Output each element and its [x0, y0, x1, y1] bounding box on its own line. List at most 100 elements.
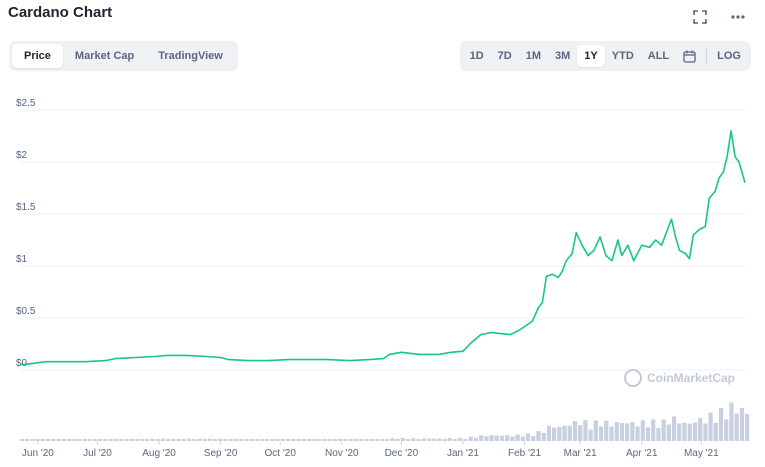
volume-bar [239, 439, 244, 441]
volume-bar [30, 439, 35, 441]
more-icon[interactable] [729, 8, 747, 26]
volume-bar [66, 439, 72, 441]
volume-bar [630, 422, 635, 441]
volume-bar [572, 421, 578, 441]
volume-bar [546, 425, 551, 441]
volume-bar [421, 438, 426, 441]
log-scale-button[interactable]: LOG [717, 50, 741, 62]
volume-bar [405, 439, 411, 441]
y-tick-label: $0 [16, 358, 28, 369]
volume-bar [463, 439, 468, 441]
volume-bar [640, 420, 645, 441]
price-line [19, 130, 746, 366]
volume-bar [578, 425, 583, 441]
volume-bar [327, 439, 332, 441]
volume-bar [369, 439, 374, 441]
volume-bar [270, 439, 275, 441]
volume-bar [666, 424, 671, 441]
calendar-icon[interactable] [676, 47, 703, 66]
x-tick-label: Sep '20 [204, 448, 238, 459]
page-title: Cardano Chart [8, 4, 113, 21]
x-tick-label: Feb '21 [508, 448, 541, 459]
tab-price[interactable]: Price [12, 44, 63, 68]
volume-bar [734, 413, 739, 441]
volume-bar [364, 439, 369, 441]
volume-bar [473, 437, 478, 441]
volume-bar [296, 439, 301, 441]
volume-bar [176, 438, 181, 441]
volume-bar [228, 439, 233, 441]
range-all-button[interactable]: ALL [647, 50, 670, 62]
volume-bar [113, 439, 119, 441]
volume-bar [160, 438, 166, 441]
volume-bar [202, 439, 207, 441]
volume-bar [145, 439, 150, 441]
volume-bar [306, 439, 312, 441]
volume-bar [489, 435, 494, 441]
volume-bar [72, 439, 77, 441]
volume-bar [379, 439, 385, 441]
volume-bar [619, 423, 625, 441]
volume-bar [171, 438, 176, 441]
volume-bar [119, 439, 124, 441]
volume-bar [166, 439, 171, 441]
range-ytd-button[interactable]: YTD [611, 50, 634, 62]
x-tick-label: Oct '20 [265, 448, 297, 459]
volume-bar [317, 439, 322, 441]
volume-bar [20, 439, 25, 441]
y-tick-label: $1 [16, 254, 28, 265]
fullscreen-icon[interactable] [691, 8, 709, 26]
tab-tradingview[interactable]: TradingView [158, 50, 223, 62]
volume-bar [671, 416, 677, 441]
y-tick-label: $2.5 [16, 98, 36, 109]
volume-bar [35, 439, 40, 441]
range-1d-button[interactable]: 1D [469, 50, 484, 62]
volume-bar [703, 423, 708, 441]
range-1m-button[interactable]: 1M [525, 50, 542, 62]
volume-bar [739, 407, 744, 441]
volume-bar [244, 439, 249, 441]
range-3m-button[interactable]: 3M [555, 50, 571, 62]
volume-bar [458, 437, 463, 441]
volume-bar [609, 426, 614, 441]
volume-bar [254, 439, 259, 441]
volume-bar [249, 439, 254, 441]
tab-market-cap[interactable]: Market Cap [74, 50, 135, 62]
volume-bar [552, 427, 557, 441]
volume-bar [484, 436, 489, 441]
volume-bar [520, 436, 525, 441]
range-1y-button[interactable]: 1Y [577, 45, 605, 67]
range-7d-button[interactable]: 7D [497, 50, 512, 62]
volume-bar [656, 428, 661, 441]
volume-bar [708, 412, 713, 441]
volume-bar [625, 423, 630, 441]
volume-bar [494, 435, 499, 441]
volume-bar [510, 436, 515, 441]
volume-bar [385, 439, 390, 441]
volume-bar [103, 439, 108, 441]
volume-bar [286, 439, 291, 441]
volume-bar [661, 419, 666, 441]
volume-bar [51, 439, 56, 441]
volume-bar [692, 422, 698, 441]
volume-bar [682, 422, 687, 441]
x-tick-label: May '21 [684, 448, 719, 459]
volume-bar [197, 438, 202, 441]
volume-bar [312, 439, 317, 441]
volume-bar [233, 439, 239, 441]
divider [706, 48, 708, 64]
volume-bar [499, 435, 505, 441]
volume-bar [567, 425, 572, 441]
volume-bar [400, 437, 405, 441]
volume-bar [150, 438, 155, 441]
volume-bar [593, 420, 598, 441]
volume-bar [505, 435, 510, 441]
volume-bar [432, 438, 437, 441]
volume-bar [56, 439, 61, 441]
volume-bar [129, 438, 134, 441]
y-tick-label: $2 [16, 150, 28, 161]
volume-bar [374, 439, 379, 441]
volume-bar [139, 438, 145, 441]
volume-bar [291, 439, 296, 441]
